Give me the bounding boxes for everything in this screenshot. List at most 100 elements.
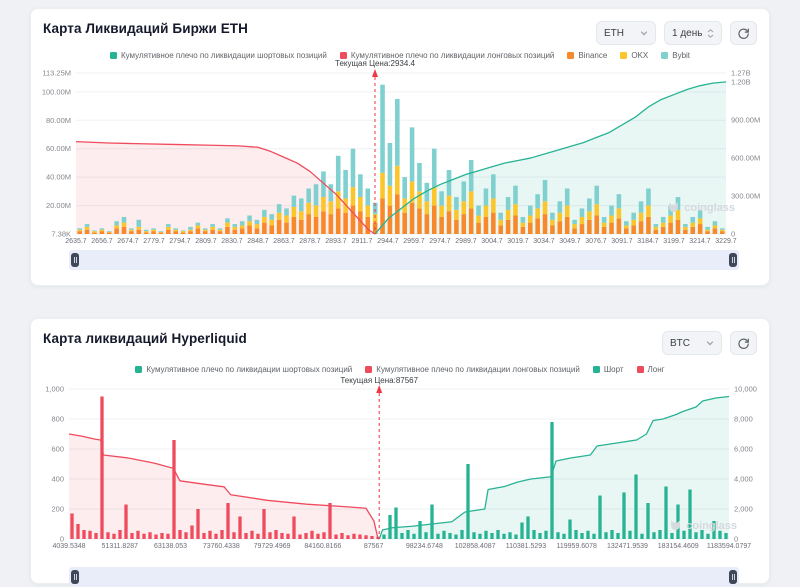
legend-item-binance[interactable]: Binance — [567, 51, 607, 60]
svg-text:113.25M: 113.25M — [42, 69, 71, 78]
svg-text:63138.053: 63138.053 — [154, 543, 187, 550]
symbol-select[interactable]: ETH — [596, 21, 656, 45]
symbol-select-value: BTC — [670, 337, 690, 349]
svg-text:2878.7: 2878.7 — [299, 238, 321, 245]
legend-swatch — [620, 52, 628, 59]
svg-text:3091.7: 3091.7 — [611, 238, 633, 245]
legend-item-long[interactable]: Лонг — [636, 365, 665, 374]
svg-text:3049.7: 3049.7 — [559, 238, 581, 245]
svg-text:Текущая Цена:87567: Текущая Цена:87567 — [340, 376, 418, 385]
svg-text:3004.7: 3004.7 — [481, 238, 503, 245]
svg-text:84160.8166: 84160.8166 — [304, 543, 341, 550]
svg-text:2959.7: 2959.7 — [403, 238, 425, 245]
svg-text:0: 0 — [734, 535, 738, 544]
svg-text:60.00M: 60.00M — [46, 144, 71, 153]
legend-item-bybit[interactable]: Bybit — [661, 51, 690, 60]
svg-text:7.38K: 7.38K — [51, 229, 71, 238]
svg-text:200: 200 — [51, 505, 64, 514]
chevron-down-icon — [640, 31, 648, 36]
svg-text:0: 0 — [60, 535, 64, 544]
svg-text:40.00M: 40.00M — [46, 173, 71, 182]
legend-label: Шорт — [603, 365, 624, 374]
refresh-icon — [738, 28, 749, 39]
legend-item-cum-long[interactable]: Кумулятивное плечо по ликвидации лонговы… — [365, 365, 580, 374]
svg-text:2893.7: 2893.7 — [325, 238, 347, 245]
chart-controls: ETH 1 день — [596, 21, 757, 45]
legend-label: OKX — [631, 51, 649, 60]
svg-text:2944.7: 2944.7 — [377, 238, 399, 245]
legend-item-cum-long[interactable]: Кумулятивное плечо по ликвидации лонговы… — [339, 51, 555, 60]
svg-text:119959.6078: 119959.6078 — [557, 543, 597, 550]
svg-text:87567: 87567 — [364, 543, 384, 550]
hyperliquid-liquidation-card: Карта ликвидаций Hyperliquid BTC Кумулят… — [30, 318, 771, 587]
svg-text:2974.7: 2974.7 — [429, 238, 451, 245]
svg-text:51311.8287: 51311.8287 — [102, 543, 139, 550]
slider-handle-left[interactable] — [71, 570, 79, 584]
svg-text:2911.7: 2911.7 — [352, 238, 373, 245]
legend-swatch — [135, 366, 143, 373]
svg-text:800: 800 — [51, 415, 64, 424]
slider-handle-left[interactable] — [71, 253, 79, 267]
card-header: Карта ликвидаций Hyperliquid BTC — [31, 319, 769, 355]
legend-swatch — [567, 52, 575, 59]
svg-text:110381.5293: 110381.5293 — [506, 543, 546, 550]
legend-item-short[interactable]: Шорт — [592, 365, 624, 374]
svg-text:8,000: 8,000 — [734, 415, 753, 424]
slider-handle-right[interactable] — [729, 253, 737, 267]
symbol-select[interactable]: BTC — [662, 331, 722, 355]
svg-text:2656.7: 2656.7 — [91, 238, 113, 245]
interval-stepper[interactable]: 1 день — [664, 21, 722, 45]
svg-text:183154.4609: 183154.4609 — [658, 543, 699, 550]
legend-swatch — [592, 366, 600, 373]
svg-text:20.00M: 20.00M — [46, 201, 71, 210]
legend-swatch — [339, 52, 347, 59]
svg-text:300.00M: 300.00M — [731, 191, 760, 200]
refresh-button[interactable] — [730, 331, 757, 355]
zoom-range-slider[interactable] — [69, 250, 739, 270]
svg-text:3199.7: 3199.7 — [663, 238, 685, 245]
svg-text:2674.7: 2674.7 — [117, 238, 139, 245]
svg-text:80.00M: 80.00M — [46, 116, 71, 125]
svg-text:3184.7: 3184.7 — [637, 238, 659, 245]
eth-liquidation-chart[interactable]: Текущая Цена:2934.4 113.25M 100.00M 80.00M 6… — [31, 57, 771, 249]
svg-text:1,000: 1,000 — [45, 385, 64, 394]
svg-text:2809.7: 2809.7 — [195, 238, 217, 245]
legend-label: Кумулятивное плечо по ликвидации лонговы… — [350, 51, 555, 60]
legend-item-cum-short[interactable]: Кумулятивное плечо по ликвидации шортовы… — [135, 365, 352, 374]
svg-text:400: 400 — [51, 475, 64, 484]
svg-text:98234.6748: 98234.6748 — [406, 543, 443, 550]
svg-text:2989.7: 2989.7 — [455, 238, 477, 245]
refresh-icon — [738, 338, 749, 349]
svg-text:Текущая Цена:2934.4: Текущая Цена:2934.4 — [335, 59, 416, 68]
svg-text:600.00M: 600.00M — [731, 153, 760, 162]
legend-label: Кумулятивное плечо по ликвидации шортовы… — [146, 365, 353, 374]
svg-text:2794.7: 2794.7 — [169, 238, 191, 245]
svg-text:3034.7: 3034.7 — [533, 238, 555, 245]
slider-handle-right[interactable] — [729, 570, 737, 584]
card-header: Карта Ликвидаций Биржи ETH ETH 1 день — [31, 9, 769, 45]
legend-swatch — [109, 52, 117, 59]
svg-text:2863.7: 2863.7 — [273, 238, 295, 245]
svg-text:1.27B: 1.27B — [731, 69, 751, 78]
svg-text:3076.7: 3076.7 — [585, 238, 607, 245]
legend-item-okx[interactable]: OKX — [620, 51, 648, 60]
svg-text:2635.7: 2635.7 — [65, 238, 87, 245]
legend-label: Bybit — [672, 51, 691, 60]
refresh-button[interactable] — [730, 21, 757, 45]
hyperliquid-liquidation-chart[interactable]: Текущая Цена:87567 1,000 800 600 400 200 0 10,0… — [31, 375, 771, 553]
svg-text:79729.4969: 79729.4969 — [254, 543, 291, 550]
stepper-arrows-icon — [707, 28, 714, 38]
svg-text:4039.5348: 4039.5348 — [52, 543, 85, 550]
symbol-select-value: ETH — [604, 27, 624, 39]
svg-text:2848.7: 2848.7 — [247, 238, 269, 245]
legend-label: Binance — [578, 51, 608, 60]
svg-text:2,000: 2,000 — [734, 505, 753, 514]
svg-text:100.00M: 100.00M — [42, 87, 71, 96]
svg-text:2830.7: 2830.7 — [221, 238, 243, 245]
legend: Кумулятивное плечо по ликвидации шортовы… — [31, 51, 769, 60]
legend-label: Кумулятивное плечо по ликвидации шортовы… — [120, 51, 327, 60]
zoom-range-slider[interactable] — [69, 567, 739, 587]
page-title: Карта ликвидаций Hyperliquid — [43, 331, 247, 346]
legend-item-cum-short[interactable]: Кумулятивное плечо по ликвидации шортовы… — [109, 51, 327, 60]
svg-text:4,000: 4,000 — [734, 475, 753, 484]
